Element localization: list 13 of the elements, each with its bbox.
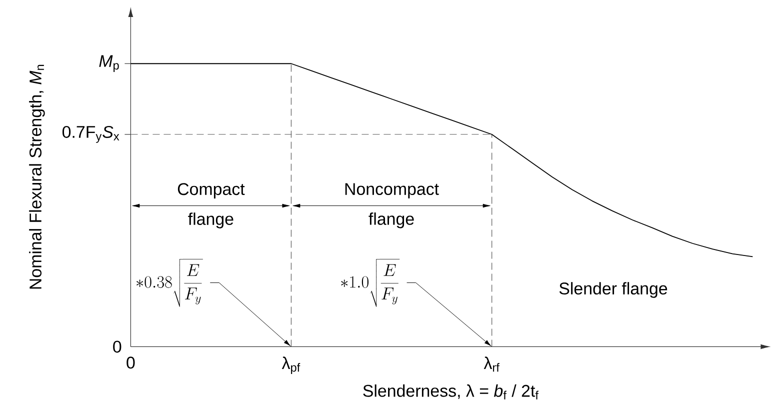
x-tick-label: λ$_{pf}$ <box>282 356 300 374</box>
y-axis-title: Nominal Flexural Strength, M$_{n}$ <box>29 64 45 289</box>
annotation: Compact flange <box>178 183 245 228</box>
x-tick-label: λ$_{rf}$ <box>484 356 500 372</box>
annotation: Slender flange <box>559 282 668 298</box>
x-axis-title: Slenderness, λ = b$_{f}$ / 2t$_{f}$ <box>363 384 539 400</box>
x-tick-label: 0 <box>126 356 135 369</box>
ref-line-label: 0.7F$_{y}$S$_{x}$ <box>62 126 120 143</box>
annotation: Noncompact flange <box>345 183 439 228</box>
annotation: $*1.0\sqrt{\frac{E}{F_y}}$ <box>341 258 400 307</box>
text: M$_{p}$ <box>99 55 119 72</box>
text: 0 <box>113 340 122 353</box>
annotation: $*0.38\sqrt{\frac{E}{F_y}}$ <box>136 258 203 307</box>
